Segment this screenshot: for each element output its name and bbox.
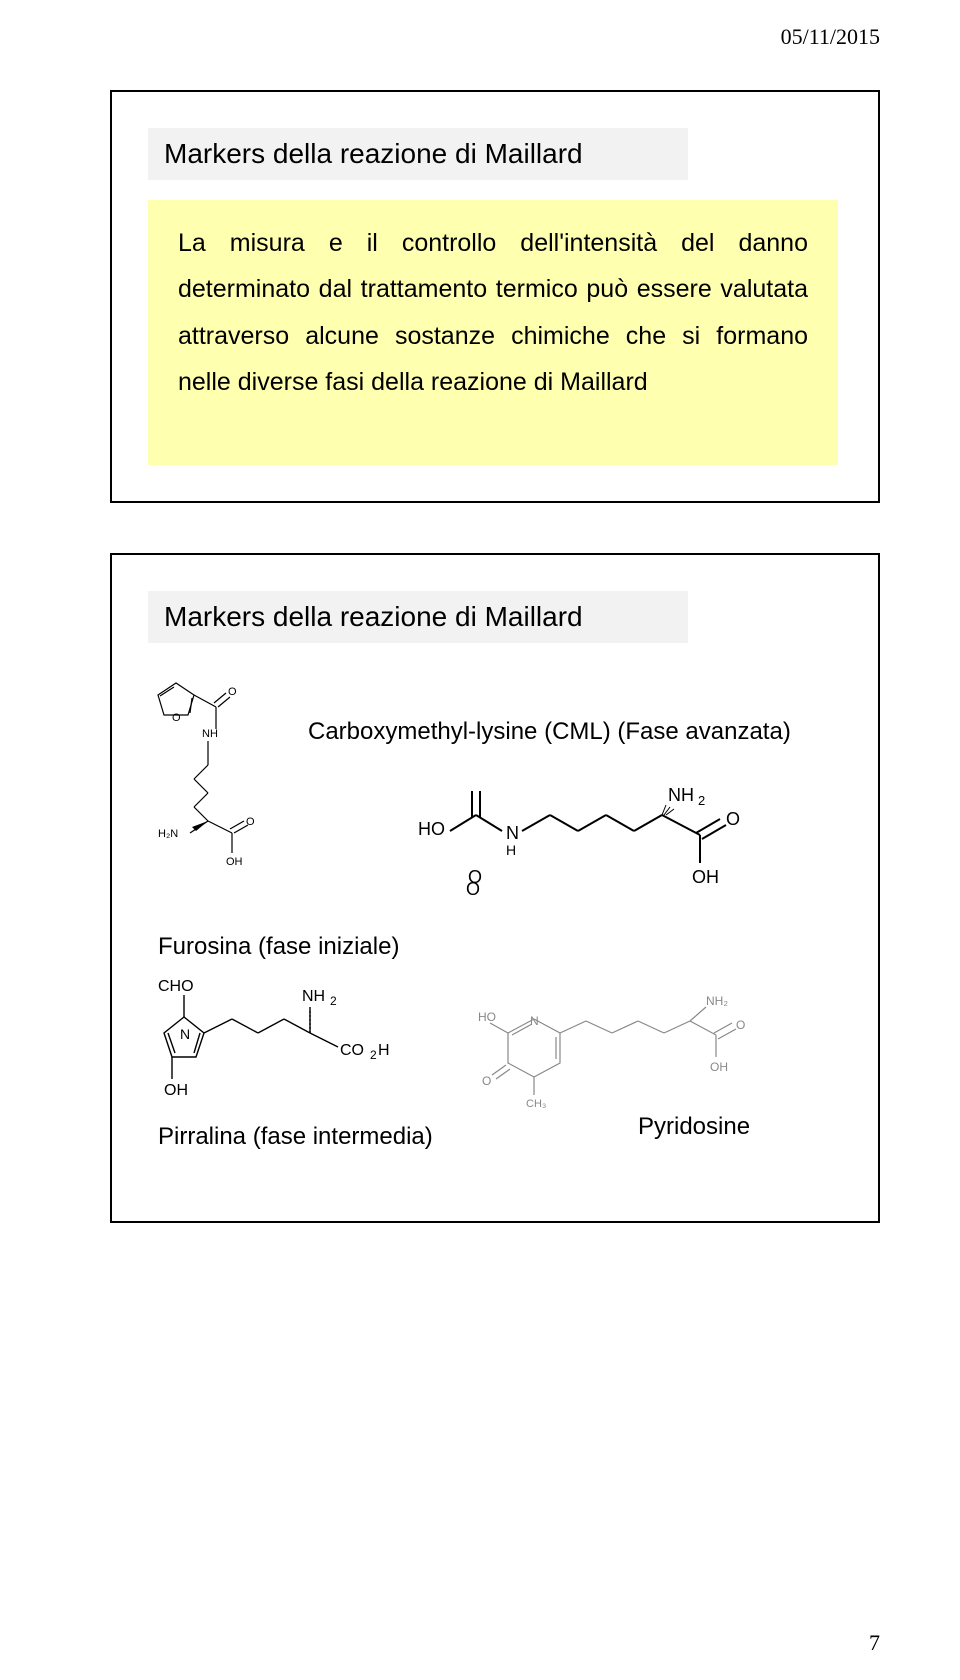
- pirralina-structure: CHO N OH: [158, 973, 438, 1123]
- furosine-structure: O O NH: [148, 673, 298, 893]
- svg-text:H: H: [378, 1042, 390, 1059]
- svg-text:2: 2: [698, 793, 705, 808]
- svg-text:CHO: CHO: [158, 978, 194, 995]
- furosina-label: Furosina (fase iniziale): [158, 933, 399, 961]
- pyridosine-label: Pyridosine: [638, 1113, 750, 1141]
- pyridosine-structure: N HO O CH₃: [478, 993, 838, 1133]
- svg-text:N: N: [530, 1014, 539, 1028]
- header-date: 05/11/2015: [781, 24, 880, 50]
- slide-1-title: Markers della reazione di Maillard: [148, 128, 688, 180]
- svg-text:CH₃: CH₃: [526, 1098, 546, 1110]
- svg-text:O: O: [172, 712, 181, 724]
- svg-text:O: O: [726, 809, 740, 829]
- svg-text:O: O: [468, 867, 482, 887]
- svg-text:NH: NH: [302, 988, 325, 1005]
- svg-text:2: 2: [330, 994, 337, 1008]
- pirralina-label: Pirralina (fase intermedia): [158, 1123, 433, 1151]
- svg-text:OH: OH: [226, 856, 243, 868]
- svg-text:NH: NH: [668, 785, 694, 805]
- svg-text:CO: CO: [340, 1042, 364, 1059]
- svg-text:NH: NH: [202, 728, 218, 740]
- chem-area: O O NH: [148, 653, 858, 1173]
- cml-label: Carboxymethyl-lysine (CML) (Fase avanzat…: [308, 718, 808, 746]
- svg-text:2: 2: [370, 1048, 377, 1062]
- slide-2-title: Markers della reazione di Maillard: [148, 591, 688, 643]
- svg-text:NH₂: NH₂: [706, 994, 728, 1008]
- svg-text:O: O: [482, 1074, 491, 1088]
- svg-text:O: O: [736, 1018, 745, 1032]
- slide-1-body: La misura e il controllo dell'intensità …: [148, 200, 838, 465]
- svg-text:H₂N: H₂N: [158, 828, 178, 840]
- svg-text:O: O: [246, 816, 255, 828]
- svg-text:N: N: [506, 823, 519, 843]
- svg-text:N: N: [180, 1026, 190, 1042]
- svg-text:OH: OH: [710, 1060, 728, 1074]
- cml-structure: HO N H: [418, 783, 798, 933]
- svg-text:HO: HO: [478, 1010, 496, 1024]
- page: 05/11/2015 Markers della reazione di Mai…: [0, 0, 960, 1680]
- slide-1-frame: Markers della reazione di Maillard La mi…: [110, 90, 880, 503]
- svg-text:HO: HO: [418, 819, 445, 839]
- page-number: 7: [869, 1630, 880, 1656]
- svg-text:OH: OH: [692, 867, 719, 887]
- svg-text:H: H: [506, 842, 516, 858]
- svg-text:OH: OH: [164, 1082, 188, 1099]
- slide-2-frame: Markers della reazione di Maillard O: [110, 553, 880, 1223]
- svg-text:O: O: [228, 686, 237, 698]
